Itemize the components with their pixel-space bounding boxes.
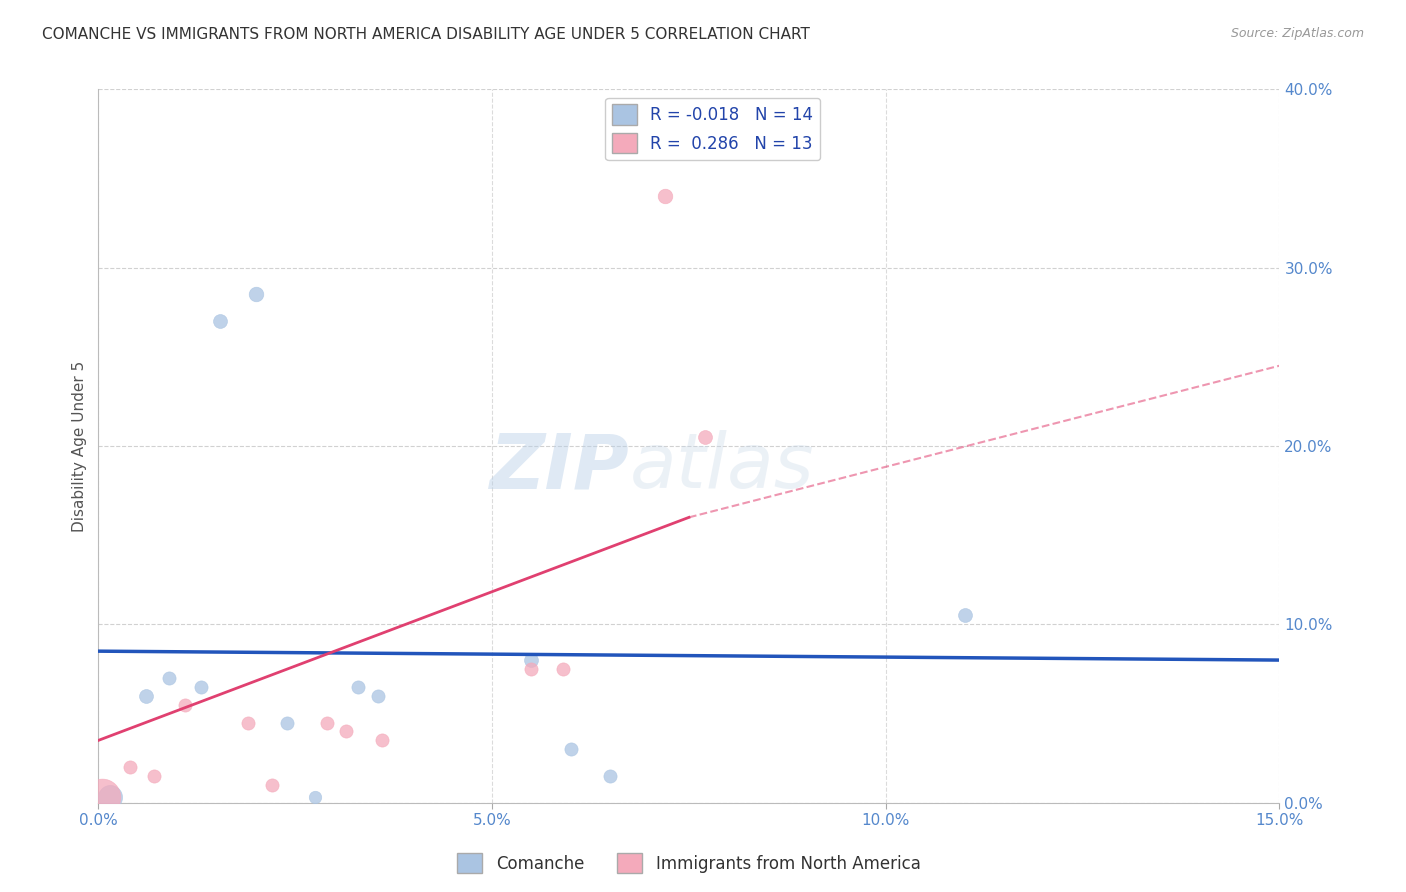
Point <box>347 680 370 694</box>
Point <box>276 715 298 730</box>
Point <box>245 287 267 301</box>
Y-axis label: Disability Age Under 5: Disability Age Under 5 <box>72 360 87 532</box>
Point <box>174 698 197 712</box>
Point <box>693 430 716 444</box>
Point <box>209 314 232 328</box>
Point <box>190 680 212 694</box>
Point <box>335 724 357 739</box>
Point <box>953 608 976 623</box>
Point <box>98 790 121 805</box>
Point <box>654 189 676 203</box>
Point <box>551 662 574 676</box>
Point <box>157 671 180 685</box>
Point <box>260 778 283 792</box>
Point <box>236 715 259 730</box>
Text: Source: ZipAtlas.com: Source: ZipAtlas.com <box>1230 27 1364 40</box>
Point <box>371 733 394 747</box>
Text: ZIP: ZIP <box>491 431 630 504</box>
Point <box>135 689 157 703</box>
Point <box>142 769 165 783</box>
Point <box>118 760 141 774</box>
Legend: Comanche, Immigrants from North America: Comanche, Immigrants from North America <box>451 847 927 880</box>
Point <box>560 742 582 756</box>
Point <box>367 689 389 703</box>
Point <box>520 662 543 676</box>
Point <box>520 653 543 667</box>
Point <box>91 790 114 805</box>
Point <box>599 769 621 783</box>
Text: COMANCHE VS IMMIGRANTS FROM NORTH AMERICA DISABILITY AGE UNDER 5 CORRELATION CHA: COMANCHE VS IMMIGRANTS FROM NORTH AMERIC… <box>42 27 810 42</box>
Text: atlas: atlas <box>630 431 814 504</box>
Point <box>315 715 337 730</box>
Point <box>304 790 326 805</box>
